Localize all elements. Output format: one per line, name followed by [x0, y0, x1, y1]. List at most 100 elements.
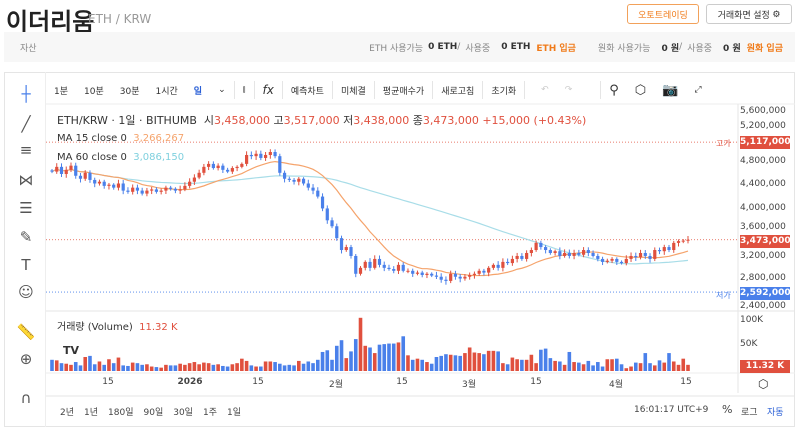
- interval-1h[interactable]: 1시간: [155, 86, 178, 97]
- candle-body: [558, 251, 562, 256]
- tradingview-logo: TV: [58, 340, 84, 362]
- pattern-icon[interactable]: ⋈: [18, 171, 34, 189]
- autotrade-button[interactable]: 오토트레이딩: [627, 4, 699, 24]
- chevron-down-icon[interactable]: ⌄: [218, 85, 226, 95]
- volume-bar: [543, 348, 548, 371]
- reset-button[interactable]: 초기화: [491, 86, 517, 97]
- volume-bar: [111, 363, 116, 371]
- camera-icon[interactable]: 📷: [662, 82, 679, 98]
- candle-body: [377, 258, 382, 265]
- candle-body: [292, 179, 296, 182]
- volume-bar: [178, 363, 182, 371]
- percent-toggle[interactable]: %: [722, 403, 733, 416]
- magnet-icon[interactable]: ∩: [20, 389, 32, 407]
- zoom-in-icon[interactable]: ⊕: [19, 350, 33, 368]
- candle-body: [581, 250, 586, 255]
- volume-bar: [401, 336, 406, 371]
- candle-body: [681, 240, 685, 242]
- candle-body: [567, 252, 571, 256]
- ma60-value: 3,086,150: [133, 152, 185, 163]
- candle-body: [311, 187, 315, 191]
- volume-bar: [168, 365, 173, 371]
- volume-bar: [297, 360, 301, 371]
- krw-deposit-link[interactable]: 원화 입금: [746, 43, 783, 54]
- krw-used: 0 원: [723, 43, 741, 54]
- candle-body: [653, 250, 657, 259]
- price-axis-label: 2,800,000: [740, 273, 786, 283]
- volume-bar: [391, 343, 396, 371]
- range-2y[interactable]: 2년: [60, 408, 75, 418]
- volume-bar: [159, 367, 163, 371]
- interval-30m[interactable]: 30분: [119, 86, 140, 97]
- candle-body: [325, 208, 329, 221]
- range-180d[interactable]: 180일: [108, 408, 134, 418]
- candle-body: [116, 183, 121, 188]
- price-axis-label: 3,600,000: [740, 222, 786, 232]
- log-toggle[interactable]: 로그: [741, 408, 758, 418]
- eth-deposit-link[interactable]: ETH 입금: [536, 43, 576, 54]
- candle-body: [211, 163, 215, 169]
- refresh-button[interactable]: 새로고침: [441, 86, 475, 97]
- interval-10m[interactable]: 10분: [84, 86, 104, 97]
- volume-bar: [586, 360, 591, 371]
- candle-body: [577, 252, 581, 255]
- volume-bar: [230, 364, 235, 371]
- volume-bar: [244, 360, 249, 371]
- candle-body: [662, 247, 666, 252]
- range-1d[interactable]: 1일: [226, 408, 241, 418]
- time-axis-label: 15: [530, 377, 542, 387]
- alert-icon[interactable]: ⚲: [609, 82, 619, 98]
- candle-body: [335, 226, 339, 239]
- avg-price-button[interactable]: 평균매수가: [382, 86, 425, 97]
- interval-1d[interactable]: 일: [193, 86, 203, 97]
- range-90d[interactable]: 90일: [143, 408, 164, 418]
- settings-button[interactable]: 거래화면 설정 ⚙: [706, 4, 792, 24]
- range-1w[interactable]: 1주: [202, 408, 217, 418]
- range-1y[interactable]: 1년: [84, 408, 99, 418]
- volume-bar: [254, 366, 258, 371]
- axis-settings-icon[interactable]: ⬡: [758, 377, 769, 391]
- brush-icon[interactable]: ✎: [19, 228, 33, 246]
- candle-type-icon[interactable]: ⫾: [242, 85, 246, 95]
- trendline-icon[interactable]: ╱: [21, 115, 31, 133]
- ohlc-legend: ETH/KRW · 1일 · BITHUMB 시3,458,000 고3,517…: [57, 112, 586, 128]
- volume-bar: [273, 362, 277, 371]
- volume-bar: [581, 364, 586, 371]
- eth-avail-label: ETH 사용가능: [369, 43, 424, 54]
- candle-body: [667, 247, 671, 251]
- candle-body: [249, 154, 253, 157]
- undo-icon[interactable]: ↶: [541, 85, 549, 95]
- predict-button[interactable]: 예측차트: [290, 86, 324, 97]
- volume-bar: [534, 363, 538, 371]
- redo-icon[interactable]: ↷: [564, 85, 573, 95]
- unfilled-button[interactable]: 미체결: [340, 86, 366, 97]
- candle-body: [643, 252, 647, 256]
- crosshair-icon[interactable]: ┼: [21, 85, 31, 103]
- candle-body: [183, 185, 187, 190]
- volume-bar: [529, 354, 534, 371]
- indicator-icon[interactable]: fx: [262, 83, 274, 97]
- fib-icon[interactable]: ☰: [19, 199, 33, 217]
- candle-body: [240, 163, 244, 167]
- range-30d[interactable]: 30일: [173, 408, 193, 418]
- volume-bar: [88, 355, 92, 371]
- volume-bar: [615, 358, 619, 371]
- interval-1m[interactable]: 1분: [54, 86, 69, 97]
- emoji-icon[interactable]: ☺: [18, 283, 34, 301]
- volume-bar: [667, 353, 671, 371]
- candle-body: [74, 165, 78, 176]
- high-tag-label: 고가: [716, 139, 731, 148]
- volume-bar: [59, 363, 64, 371]
- ma15-value: 3,266,267: [133, 133, 185, 144]
- lines-icon[interactable]: ≡: [19, 141, 33, 159]
- auto-toggle[interactable]: 자동: [767, 408, 784, 418]
- fullscreen-icon[interactable]: ⤢: [694, 85, 702, 95]
- gear-icon: ⚙: [772, 8, 781, 19]
- volume-bar: [173, 365, 178, 371]
- volume-bar: [154, 367, 159, 371]
- settings-hex-icon[interactable]: ⬡: [634, 82, 647, 98]
- ruler-icon[interactable]: 📏: [16, 323, 36, 341]
- text-icon[interactable]: T: [21, 256, 31, 274]
- candle-body: [64, 169, 68, 174]
